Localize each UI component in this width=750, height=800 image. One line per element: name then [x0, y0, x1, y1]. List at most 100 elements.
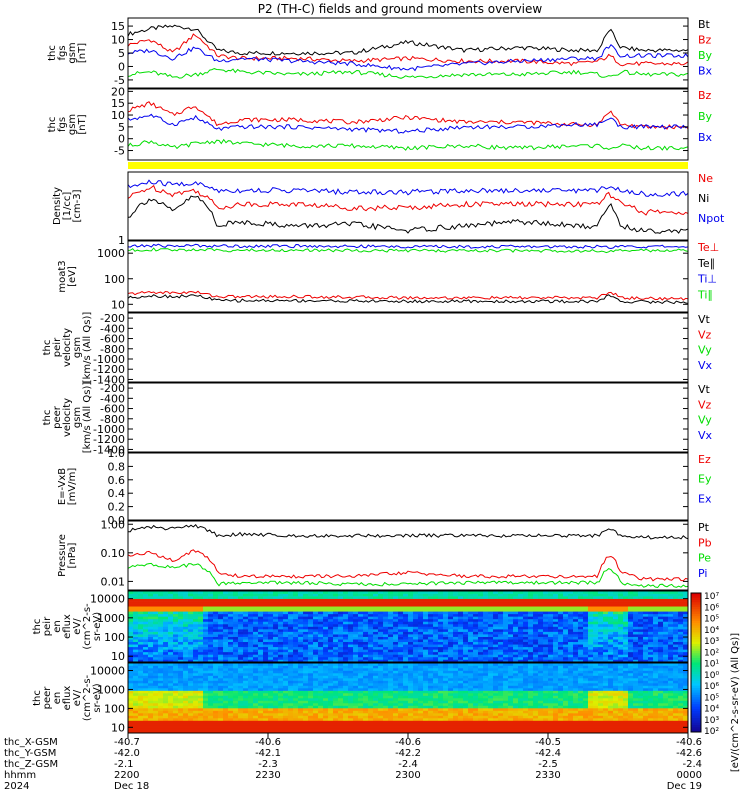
colorbar-title: [eV/(cm^2-s-sr-eV) (All Qs)]: [730, 633, 741, 772]
ytick-label-fgs-gse-3: 5: [118, 121, 125, 134]
colorbar-label-10: 10⁴: [704, 705, 719, 715]
ytick-label-fgs-gsm-1: 10: [111, 34, 125, 47]
xtick-label-2-1: -42.2: [395, 748, 421, 759]
ytick-label-fgs-gsm-2: 5: [118, 47, 125, 60]
ylabel-peir-flux-6: sr-eV): [92, 612, 103, 641]
xtick-label-0-4: Dec 18: [114, 781, 149, 792]
series-fgs-gsm-bx3: [127, 43, 689, 72]
legend-fgs-gsm-2: By: [698, 49, 713, 62]
ylabel-density-2: [cm-3]: [72, 189, 83, 222]
ylabel-peer-velocity-2: velocity: [62, 398, 73, 437]
xtick-label-4-0: -40.6: [676, 737, 702, 748]
ytick-label-peer-velocity-6: -1400: [93, 443, 125, 456]
ytick-label-temperature-2: 10: [111, 298, 125, 311]
panel-peer-flux: 10000 1000 100 10 thc peer en eflux eV/(cm^2-s-s…: [32, 662, 689, 734]
ylabel-peer-velocity-0: thc: [42, 410, 53, 426]
xtick-label-2-0: -40.6: [395, 737, 421, 748]
ytick-label-peer-velocity-5: -1200: [93, 433, 125, 446]
ylabel-peir-flux-2: en: [52, 620, 63, 633]
series-fgs-gsm-bt0: [127, 24, 689, 56]
ytick-label-efield-4: 0.2: [108, 501, 126, 514]
ylabel-peir-velocity-3: gsm: [72, 337, 83, 358]
legend-fgs-gsm-0: Bt: [698, 18, 711, 31]
ylabel-pressure-1: [nPa]: [67, 542, 78, 568]
ylabel-fgs-gsm-3: [nT]: [77, 43, 88, 63]
frame-peir-velocity: [127, 312, 689, 383]
series-fgs-gsm-by2: [127, 68, 689, 79]
panel-temperature: 1000 100 10 moat3 [eV] Te⊥ Te∥ Ti⊥ Ti∥: [57, 240, 719, 313]
ytick-label-peir-velocity-4: -1000: [93, 353, 125, 366]
ylabel-peir-velocity-4: [km/s (All Qs)]: [82, 312, 93, 384]
colorbar-label-1: 10⁶: [704, 603, 719, 613]
series-temperature-ti3: [127, 247, 689, 254]
legend-peir-velocity-2: Vy: [698, 344, 712, 357]
xtick-label-3-2: -2.5: [538, 759, 558, 770]
xtick-label-1-1: -42.1: [255, 748, 281, 759]
ylabel-efield-0: E=-VxB: [57, 468, 68, 505]
ytick-label-efield-1: 0.8: [108, 460, 126, 473]
legend-efield-1: Ey: [698, 473, 712, 486]
xtick-label-3-1: -42.4: [535, 748, 561, 759]
colorbar-label-2: 10⁵: [704, 615, 719, 625]
frame-density: [127, 171, 689, 241]
ylabel-density-1: [1/cc]: [62, 192, 73, 221]
ytick-label-peer-velocity-1: -400: [100, 392, 125, 405]
colorbar-label-5: 10²: [704, 648, 719, 658]
ytick-label-efield-0: 1.0: [108, 447, 126, 460]
ylabel-fgs-gse-3: [nT]: [77, 114, 88, 134]
xtick-label-3-0: -40.5: [535, 737, 561, 748]
xtick-label-3-3: 2330: [535, 770, 560, 781]
legend-fgs-gse-0: Bz: [698, 89, 712, 102]
legend-pressure-0: Pt: [698, 521, 710, 534]
colorbar-label-6: 10¹: [704, 660, 719, 670]
panel-peer-velocity: -200-400-600-800-1000-1200-1400 thc peer ve…: [42, 382, 713, 457]
legend-pressure-2: Pe: [698, 552, 711, 565]
colorbar-label-0: 10⁷: [704, 592, 719, 602]
ytick-label-peir-flux-0: 10000: [90, 593, 125, 606]
ylabel-fgs-gsm-1: fgs: [57, 45, 68, 60]
ytick-label-peer-velocity-4: -1000: [93, 423, 125, 436]
ylabel-peir-velocity-1: peir: [52, 337, 63, 357]
legend-temperature-3: Ti∥: [697, 288, 713, 301]
legend-pressure-1: Pb: [698, 536, 712, 549]
ylabel-density-0: Density: [52, 187, 63, 225]
ylabel-peir-flux-4: eV/: [72, 618, 83, 635]
ytick-label-peer-flux-3: 10: [111, 721, 125, 734]
xtick-label-4-1: -42.6: [676, 748, 702, 759]
legend-efield-0: Ez: [698, 453, 711, 466]
legend-temperature-2: Ti⊥: [697, 273, 717, 286]
ytick-label-peir-velocity-1: -400: [100, 322, 125, 335]
ylabel-peer-flux-0: thc: [32, 690, 43, 706]
ytick-label-peer-flux-1: 1000: [97, 683, 125, 696]
legend-peer-velocity-0: Vt: [698, 383, 711, 396]
frame-pressure: [127, 520, 689, 591]
xtick-label-1-0: -40.6: [255, 737, 281, 748]
ytick-label-efield-2: 0.6: [108, 474, 126, 487]
ylabel-peer-flux-6: sr-eV): [92, 683, 103, 712]
xtick-label-1-2: -2.3: [258, 759, 278, 770]
colorbar-frame: [690, 592, 702, 733]
series-fgs-gse-bx2: [127, 113, 689, 134]
ytick-label-peir-flux-3: 10: [111, 650, 125, 663]
chart-title: P2 (TH-C) fields and ground moments over…: [258, 2, 543, 16]
panel-peir-flux: 10000 1000 100 10 thc peir en eflux eV/(cm^2-s-s…: [32, 590, 689, 663]
ylabel-fgs-gsm-2: gsm: [67, 42, 78, 63]
colorbar-label-11: 10³: [704, 716, 719, 726]
legend-fgs-gsm-1: Bz: [698, 34, 712, 47]
ylabel-temperature-1: [eV]: [67, 266, 78, 287]
series-pressure-pb1: [127, 549, 689, 582]
ylabel-fgs-gsm-0: thc: [47, 45, 58, 61]
frame-peir-flux: [127, 590, 689, 663]
legend-peir-velocity-1: Vz: [698, 328, 712, 341]
legend-efield-2: Ex: [698, 492, 712, 505]
xtick-label-2-3: 2300: [395, 770, 420, 781]
xaxis-row-label-2: thc_Z-GSM: [4, 759, 58, 770]
ytick-label-fgs-gsm-0: 15: [111, 20, 125, 33]
ytick-label-density-0: 1: [118, 234, 125, 247]
colorbar-label-12: 10²: [704, 727, 719, 737]
ytick-label-fgs-gse-2: 10: [111, 109, 125, 122]
xaxis-row-label-3: hhmm: [4, 770, 36, 781]
ytick-label-fgs-gse-4: 0: [118, 133, 125, 146]
ytick-label-temperature-1: 100: [104, 273, 125, 286]
